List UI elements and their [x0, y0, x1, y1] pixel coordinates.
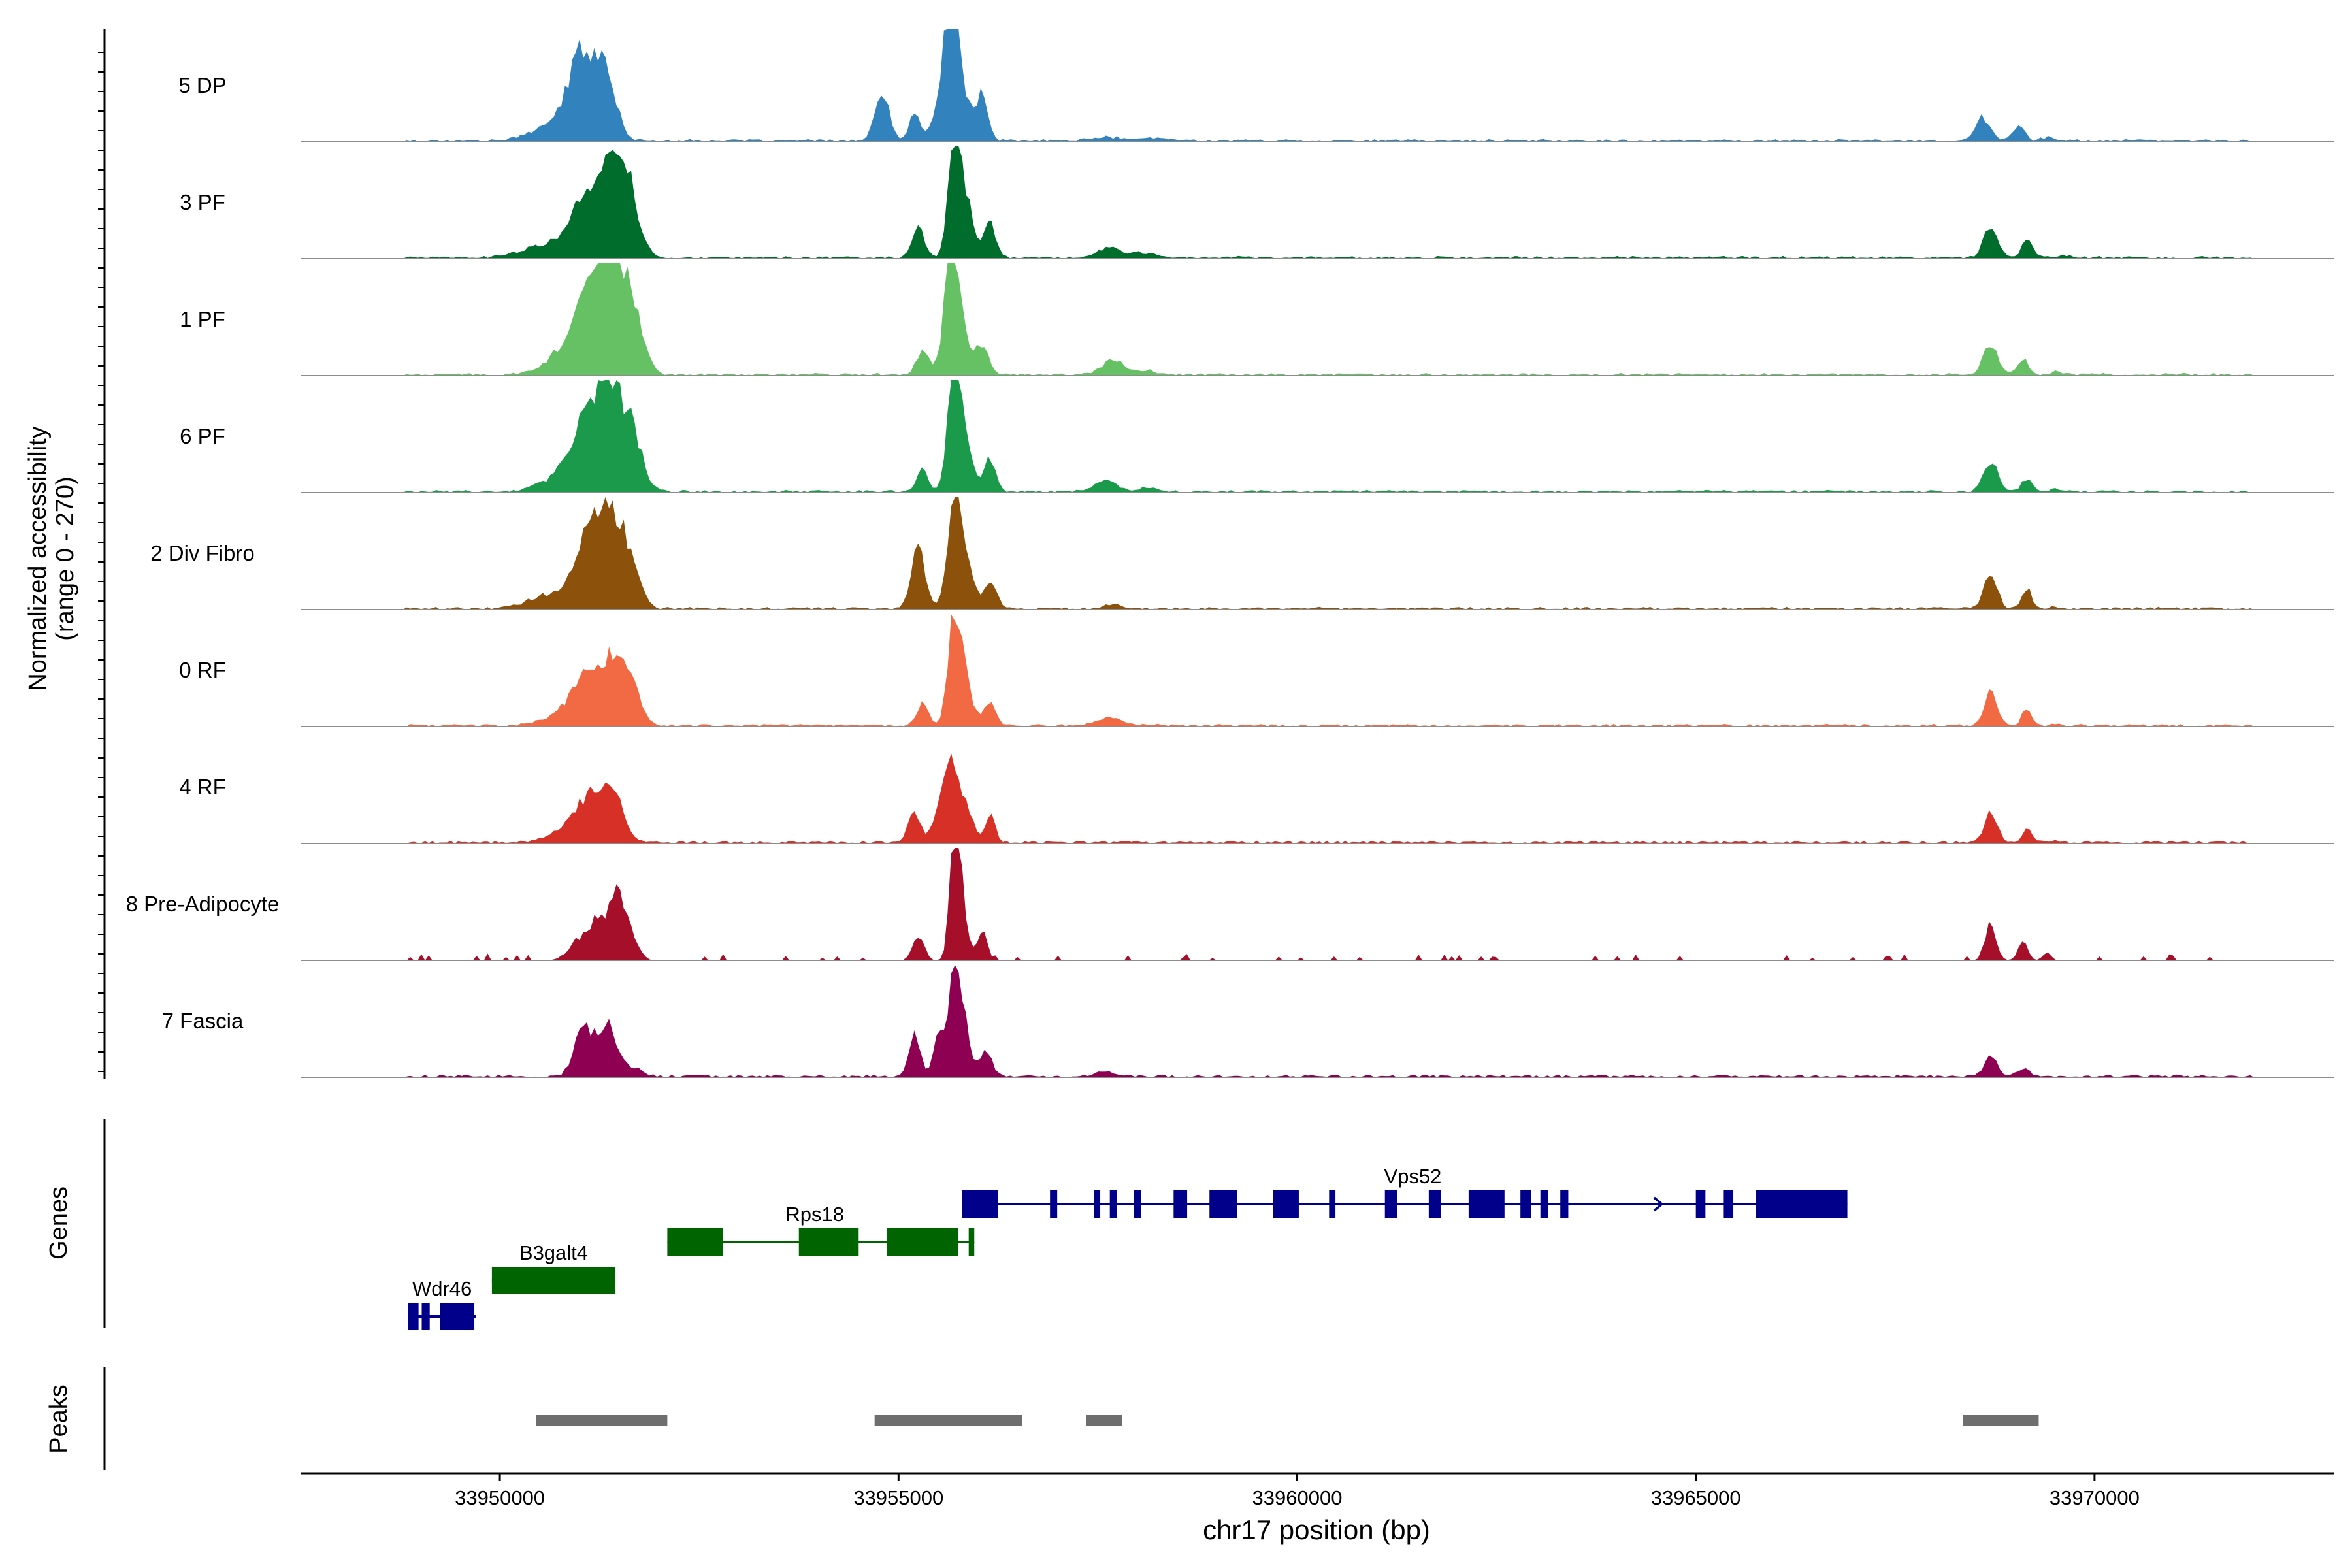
track-label-8: 7 Fascia	[162, 1009, 244, 1033]
exon	[962, 1190, 998, 1218]
peak-bar	[1086, 1415, 1122, 1426]
exon	[1094, 1190, 1101, 1218]
exon	[408, 1303, 419, 1330]
peak-regions	[536, 1415, 2039, 1426]
exon	[1050, 1190, 1058, 1218]
gene-wdr46: Wdr46	[408, 1277, 476, 1330]
exon	[1173, 1190, 1188, 1218]
gene-label: Wdr46	[412, 1277, 472, 1300]
x-tick-label: 33970000	[2050, 1486, 2140, 1509]
gene-label: B3galt4	[519, 1241, 588, 1264]
track-label-7: 8 Pre-Adipocyte	[126, 892, 280, 916]
x-tick-label: 33955000	[853, 1486, 943, 1509]
x-axis-title: chr17 position (bp)	[1203, 1514, 1430, 1545]
track-7: 8 Pre-Adipocyte	[126, 848, 2334, 961]
track-label-5: 0 RF	[179, 658, 226, 682]
x-tick-label: 33960000	[1252, 1486, 1343, 1509]
track-8: 7 Fascia	[162, 965, 2334, 1078]
track-5: 0 RF	[179, 614, 2334, 727]
x-tick-label: 33965000	[1651, 1486, 1741, 1509]
coverage-area-2	[340, 263, 2254, 376]
exon	[421, 1303, 430, 1330]
peak-bar	[874, 1415, 1022, 1426]
track-label-6: 4 RF	[179, 775, 226, 799]
gene-annotations: Wdr46 B3galt4 Rps18 Vps52	[408, 1165, 1848, 1330]
track-label-4: 2 Div Fibro	[150, 541, 255, 565]
track-3: 6 PF	[180, 380, 2334, 493]
peak-bar	[1963, 1415, 2039, 1426]
strand-arrow	[1653, 1196, 1664, 1212]
exon	[1520, 1190, 1531, 1218]
y-axis-title-line2: (range 0 - 270)	[52, 476, 79, 640]
exon	[1134, 1190, 1141, 1218]
exon	[1560, 1190, 1569, 1218]
peaks-panel-label: Peaks	[45, 1384, 73, 1454]
coverage-tracks: 5 DP 3 PF 1 PF 6 PF 2 Div Fibro 0 RF 4 RF 8 Pre…	[126, 29, 2334, 1078]
coverage-area-0	[340, 29, 2254, 142]
exon	[1723, 1190, 1734, 1218]
exon	[491, 1267, 616, 1294]
gene-label: Vps52	[1384, 1165, 1441, 1188]
exon	[1273, 1190, 1299, 1218]
track-label-2: 1 PF	[180, 307, 225, 331]
x-axis-ticks: 33950000 33955000 33960000 33965000 33970000	[455, 1473, 2140, 1509]
track-0: 5 DP	[178, 29, 2334, 142]
track-2: 1 PF	[180, 263, 2334, 376]
exon	[1209, 1190, 1237, 1218]
coverage-area-1	[340, 146, 2254, 259]
coverage-y-ticks	[98, 52, 105, 1072]
exon	[886, 1228, 958, 1256]
coverage-area-8	[340, 965, 2254, 1077]
track-6: 4 RF	[179, 753, 2334, 844]
coverage-area-5	[340, 614, 2254, 727]
gene-b3galt4: B3galt4	[491, 1241, 616, 1294]
y-axis-title: Normalized accessibility (range 0 - 270)	[24, 426, 79, 691]
gene-vps52: Vps52	[962, 1165, 1848, 1218]
gene-label: Rps18	[785, 1203, 844, 1226]
gene-rps18: Rps18	[667, 1203, 975, 1256]
peak-bar	[536, 1415, 668, 1426]
track-4: 2 Div Fibro	[150, 497, 2334, 610]
exon	[1468, 1190, 1505, 1218]
exon	[798, 1228, 859, 1256]
coverage-area-6	[340, 753, 2254, 843]
coverage-area-7	[340, 848, 2254, 960]
exon	[667, 1228, 723, 1256]
exon	[1109, 1190, 1117, 1218]
exon	[1540, 1190, 1548, 1218]
coverage-area-3	[340, 380, 2254, 493]
y-axis-title-line1: Normalized accessibility	[24, 426, 52, 691]
track-label-0: 5 DP	[178, 73, 226, 97]
genes-panel-label: Genes	[45, 1186, 73, 1260]
exon	[1329, 1190, 1336, 1218]
exon	[1756, 1190, 1848, 1218]
track-label-1: 3 PF	[180, 190, 225, 214]
track-label-3: 6 PF	[180, 424, 225, 448]
exon	[1428, 1190, 1441, 1218]
exon	[1695, 1190, 1706, 1218]
exon	[1384, 1190, 1397, 1218]
exon	[440, 1303, 475, 1330]
x-tick-label: 33950000	[455, 1486, 545, 1509]
coverage-area-4	[340, 497, 2254, 610]
exon	[968, 1228, 975, 1256]
track-1: 3 PF	[180, 146, 2334, 259]
